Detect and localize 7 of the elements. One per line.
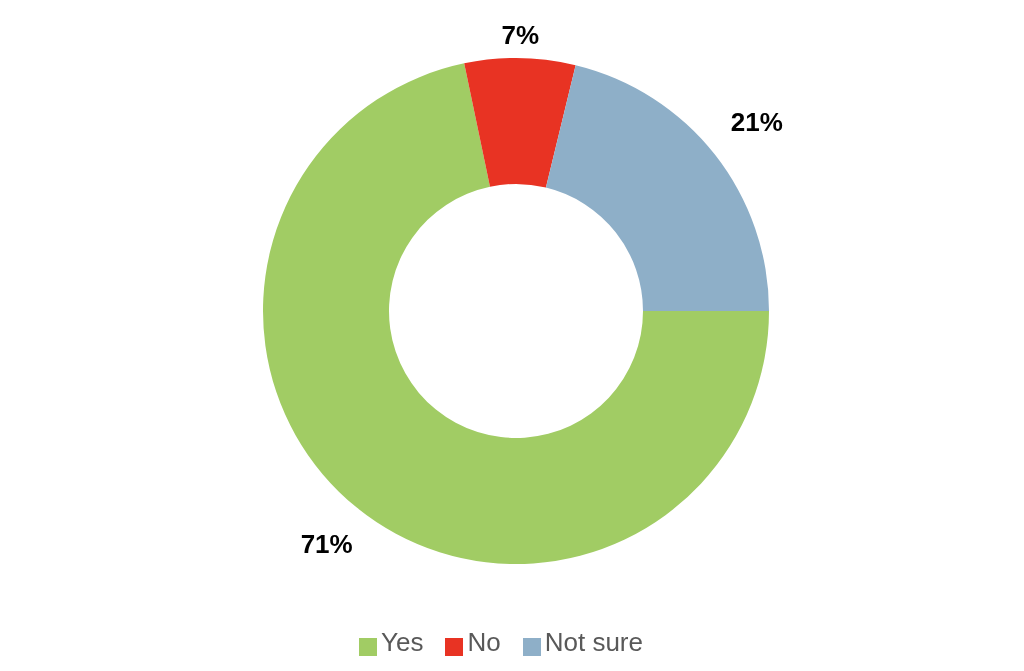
legend-label: Yes (381, 627, 424, 657)
data-label: 71% (300, 529, 353, 560)
donut-slice (464, 58, 576, 188)
data-label: 7% (501, 20, 540, 51)
legend-label: No (467, 627, 501, 657)
legend-label: Not sure (544, 627, 643, 657)
data-label: 21% (730, 106, 783, 137)
